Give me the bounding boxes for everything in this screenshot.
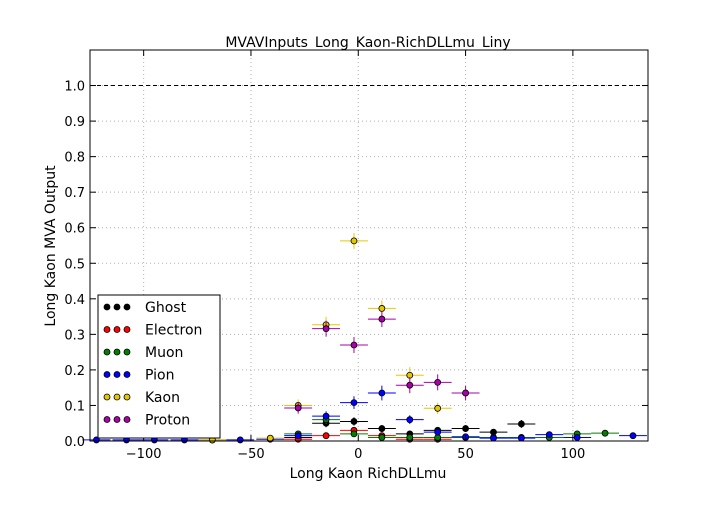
x-tick-label: −50 (237, 447, 264, 462)
data-point (573, 434, 581, 441)
legend-label: Ghost (145, 300, 187, 316)
data-point (490, 434, 497, 442)
data-point (350, 399, 358, 407)
data-point (236, 436, 244, 444)
data-point (406, 416, 414, 424)
y-tick-label: 0.5 (64, 257, 85, 272)
y-tick-label: 0.2 (64, 364, 85, 379)
data-point (434, 378, 442, 386)
legend-label: Proton (145, 413, 190, 429)
data-point (545, 431, 553, 439)
data-point (378, 434, 386, 441)
data-point (434, 428, 442, 436)
legend-marker (103, 348, 111, 356)
legend-label: Muon (145, 345, 183, 361)
data-point (294, 404, 302, 412)
data-point (322, 412, 330, 420)
legend-marker (113, 393, 121, 401)
x-tick-label: −100 (126, 447, 162, 462)
data-point (266, 434, 274, 442)
data-point (378, 389, 386, 397)
legend-marker (123, 416, 131, 423)
data-point (434, 404, 442, 412)
data-point (378, 305, 386, 312)
x-axis-label: Long Kaon RichDLLmu (290, 466, 447, 482)
x-tick-label: 50 (457, 447, 474, 462)
legend-marker (113, 371, 121, 378)
legend-label: Kaon (145, 390, 180, 406)
data-point (406, 381, 414, 389)
legend-marker (103, 393, 111, 401)
y-tick-label: 0.8 (64, 151, 85, 166)
y-tick-label: 0.4 (64, 293, 85, 308)
legend-marker (123, 303, 131, 311)
data-point (350, 341, 358, 349)
legend-marker (113, 416, 121, 423)
y-tick-label: 0.3 (64, 328, 85, 343)
plot-frame (89, 49, 649, 442)
data-point (406, 434, 414, 441)
data-point (462, 425, 469, 432)
x-tick-label: 0 (354, 447, 362, 462)
data-point (350, 237, 358, 245)
data-point (378, 425, 386, 432)
data-point (322, 432, 330, 440)
legend-marker (123, 348, 131, 356)
data-point (350, 430, 358, 438)
legend-label: Electron (145, 323, 202, 339)
y-tick-label: 0.7 (64, 186, 85, 201)
data-point (629, 432, 637, 440)
data-point (350, 418, 358, 425)
data-point (378, 315, 386, 323)
legend-marker (123, 371, 131, 378)
legend-marker (103, 371, 111, 378)
data-point (322, 325, 330, 333)
y-tick-label: 0.0 (64, 435, 85, 450)
legend-marker (103, 326, 111, 333)
data-point (601, 429, 609, 437)
data-point (517, 420, 525, 428)
data-point (462, 389, 469, 397)
y-axis-label: Long Kaon MVA Output (43, 165, 59, 327)
data-point (294, 432, 302, 440)
legend-marker (113, 303, 121, 311)
legend-marker (123, 393, 131, 401)
legend-box (97, 294, 221, 439)
legend-marker (113, 348, 121, 356)
data-point (517, 434, 525, 442)
y-tick-label: 0.1 (64, 399, 85, 414)
legend-marker (103, 303, 111, 311)
legend-marker (123, 326, 131, 333)
x-tick-label: 100 (560, 447, 585, 462)
legend-label: Pion (145, 368, 174, 384)
y-tick-label: 0.9 (64, 115, 85, 130)
chart-title: MVAVInputs_Long_Kaon-RichDLLmu_Liny (225, 35, 510, 51)
y-tick-label: 0.6 (64, 222, 85, 237)
legend-marker (103, 416, 111, 423)
y-tick-label: 1.0 (64, 80, 85, 95)
legend-marker (113, 326, 121, 333)
